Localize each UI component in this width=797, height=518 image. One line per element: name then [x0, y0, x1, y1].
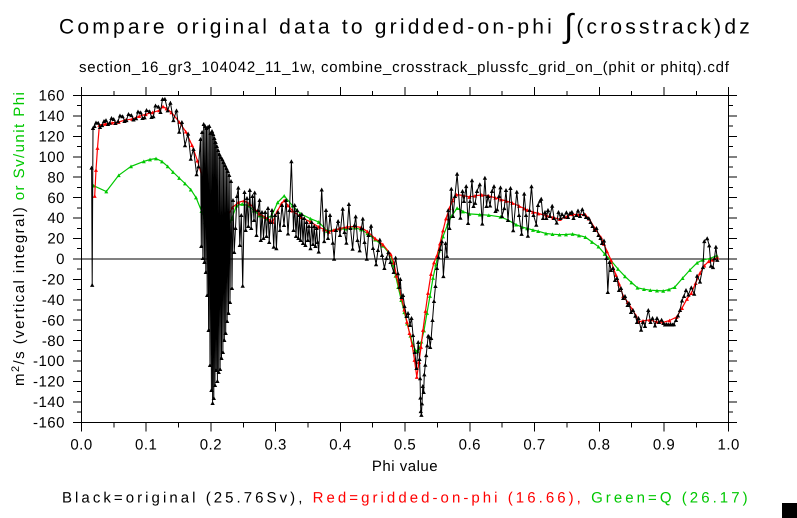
svg-text:-160: -160: [33, 415, 65, 432]
svg-text:0.0: 0.0: [70, 437, 92, 454]
svg-text:-80: -80: [42, 333, 65, 350]
svg-text:m2/s (vertical integral) or Sv: m2/s (vertical integral) or Sv/unit Phi: [10, 91, 28, 386]
svg-text:1.0: 1.0: [718, 437, 740, 454]
svg-text:-60: -60: [42, 312, 65, 329]
svg-text:0.3: 0.3: [265, 437, 287, 454]
svg-text:0.2: 0.2: [200, 437, 222, 454]
svg-text:Black=original (25.76Sv), Red=: Black=original (25.76Sv), Red=gridded-on…: [62, 490, 751, 507]
svg-text:60: 60: [47, 190, 65, 207]
svg-text:Phi value: Phi value: [372, 458, 438, 475]
svg-text:100: 100: [38, 149, 65, 166]
svg-text:40: 40: [47, 210, 65, 227]
svg-text:0.9: 0.9: [653, 437, 675, 454]
svg-text:0.5: 0.5: [394, 437, 416, 454]
svg-text:0.1: 0.1: [135, 437, 157, 454]
svg-text:160: 160: [38, 88, 65, 105]
svg-text:0.6: 0.6: [459, 437, 481, 454]
svg-text:-120: -120: [33, 374, 65, 391]
svg-text:140: 140: [38, 108, 65, 125]
svg-text:120: 120: [38, 129, 65, 146]
svg-text:-140: -140: [33, 394, 65, 411]
svg-text:0.4: 0.4: [329, 437, 351, 454]
svg-text:-40: -40: [42, 292, 65, 309]
svg-text:0: 0: [56, 251, 65, 268]
svg-text:20: 20: [47, 231, 65, 248]
svg-text:-100: -100: [33, 353, 65, 370]
svg-text:0.8: 0.8: [588, 437, 610, 454]
svg-text:0.7: 0.7: [523, 437, 545, 454]
svg-text:80: 80: [47, 169, 65, 186]
svg-text:-20: -20: [42, 272, 65, 289]
svg-text:section_16_gr3_104042_11_1w, c: section_16_gr3_104042_11_1w, combine_cro…: [79, 59, 730, 76]
